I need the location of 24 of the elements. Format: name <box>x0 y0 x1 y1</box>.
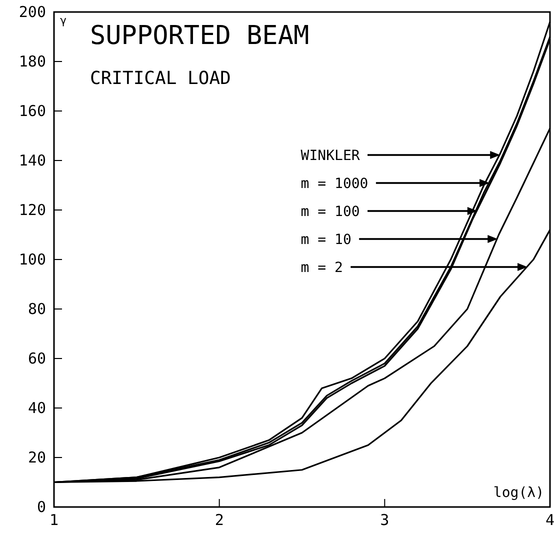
y-tick-label: 180 <box>18 52 46 70</box>
annotation: WINKLER <box>300 148 360 164</box>
y-tick-label: 120 <box>18 201 46 219</box>
y-tick-label: 160 <box>18 102 46 120</box>
x-tick-label: 2 <box>214 511 224 529</box>
y-tick-label: 200 <box>18 3 46 21</box>
x-tick-label: 1 <box>49 511 59 529</box>
y-tick-label: 80 <box>28 300 46 318</box>
x-tick-label: 4 <box>545 511 554 529</box>
x-axis-title: log(λ) <box>493 485 544 501</box>
y-tick-label: 100 <box>18 250 46 268</box>
x-tick-label: 3 <box>380 511 390 529</box>
text: CRITICAL LOAD <box>90 68 231 89</box>
annotation: m = 10 <box>300 232 352 248</box>
y-tick-label: 40 <box>28 399 46 417</box>
y-tick-label: 0 <box>36 498 46 516</box>
annotation: m = 100 <box>300 204 360 220</box>
annotation: m = 1000 <box>300 176 368 192</box>
y-tick-label: 60 <box>28 350 46 368</box>
y-tick-label: 140 <box>18 152 46 170</box>
chart-title: SUPPORTED BEAM <box>90 21 310 51</box>
annotation: m = 2 <box>300 260 343 276</box>
y-axis-title: γ <box>60 14 67 27</box>
y-tick-label: 20 <box>28 448 46 466</box>
